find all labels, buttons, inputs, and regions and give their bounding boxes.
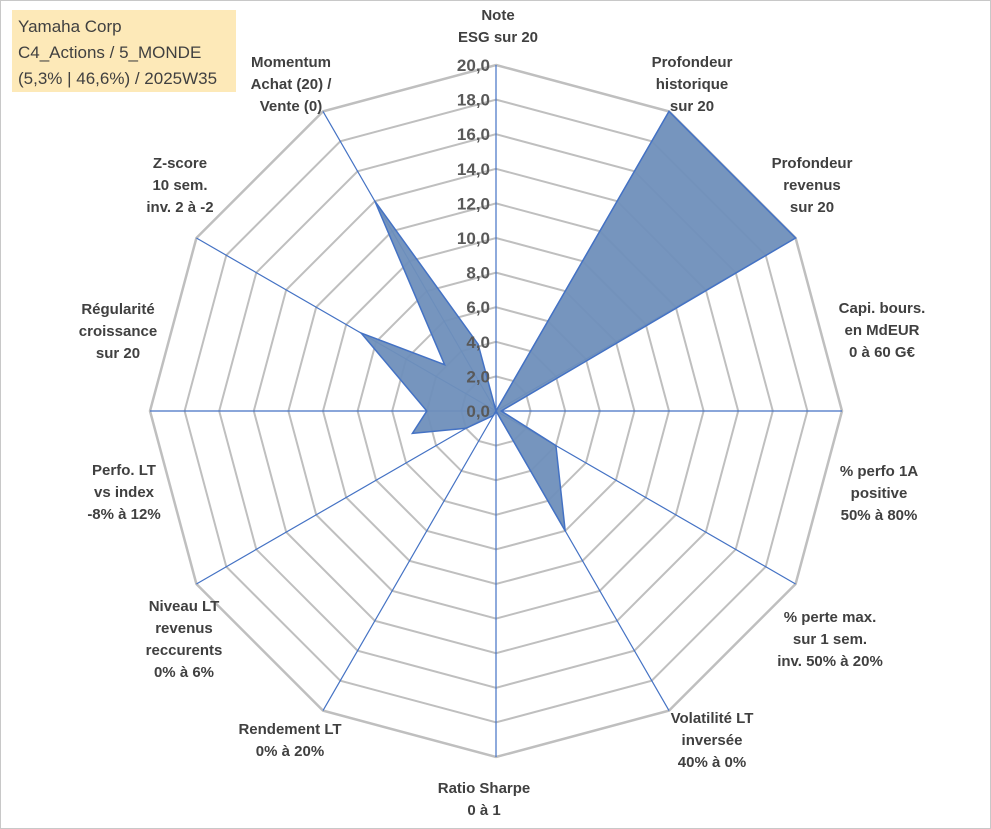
axis-label: Profondeur historique sur 20 xyxy=(652,54,733,115)
axis-label-line: % perfo 1A xyxy=(840,463,919,480)
axis-label-line: historique xyxy=(656,76,729,93)
axis-label-line: inv. 2 à -2 xyxy=(146,199,213,216)
tick-label: 14,0 xyxy=(457,160,490,179)
axis-label-line: positive xyxy=(851,485,908,502)
axis-label-line: sur 20 xyxy=(670,98,714,115)
axis-label-line: 0 à 60 G€ xyxy=(849,344,916,361)
tick-label: 10,0 xyxy=(457,229,490,248)
axis-label: Note ESG sur 20 xyxy=(458,7,538,46)
tick-label: 0,0 xyxy=(466,402,490,421)
axis-spoke xyxy=(322,410,497,711)
axis-label: Ratio Sharpe 0 à 1 xyxy=(438,780,531,819)
axis-label-line: inv. 50% à 20% xyxy=(777,653,883,670)
axis-label-line: Ratio Sharpe xyxy=(438,780,531,797)
axis-label-line: reccurents xyxy=(146,642,223,659)
axis-spoke xyxy=(196,410,497,585)
axis-label-line: ESG sur 20 xyxy=(458,29,538,46)
axis-label-line: Volatilité LT xyxy=(671,710,754,727)
axis-label-line: Achat (20) / xyxy=(251,76,333,93)
tick-label: 8,0 xyxy=(466,264,490,283)
axis-label: Momentum Achat (20) / Vente (0) xyxy=(251,54,333,115)
tick-label: 12,0 xyxy=(457,194,490,213)
info-category: C4_Actions / 5_MONDE xyxy=(18,43,202,62)
axis-label-line: 50% à 80% xyxy=(841,507,918,524)
axis-label: Capi. bours. en MdEUR 0 à 60 G€ xyxy=(839,300,926,361)
axis-label-line: Régularité xyxy=(81,301,154,318)
axis-label: Z-score 10 sem. inv. 2 à -2 xyxy=(146,155,213,216)
axis-label-line: sur 20 xyxy=(96,345,140,362)
axis-label-line: Z-score xyxy=(153,155,207,172)
data-series-area xyxy=(358,110,797,532)
axis-label-line: sur 20 xyxy=(790,199,834,216)
axis-label: Profondeur revenus sur 20 xyxy=(772,155,853,216)
axis-label-line: Note xyxy=(481,7,514,24)
axis-label-line: croissance xyxy=(79,323,157,340)
axis-label: Volatilité LT inversée 40% à 0% xyxy=(671,710,754,771)
info-box: Yamaha Corp C4_Actions / 5_MONDE (5,3% |… xyxy=(12,10,236,92)
tick-label: 2,0 xyxy=(466,367,490,386)
axis-label-line: Momentum xyxy=(251,54,331,71)
axis-label-line: Capi. bours. xyxy=(839,300,926,317)
axis-label-line: 40% à 0% xyxy=(678,754,746,771)
axis-label-line: Profondeur xyxy=(772,155,853,172)
tick-label: 6,0 xyxy=(466,298,490,317)
axis-label-line: en MdEUR xyxy=(845,322,920,339)
axis-label-line: revenus xyxy=(155,620,213,637)
axis-label: Niveau LT revenus reccurents 0% à 6% xyxy=(146,598,223,681)
axis-label-line: Rendement LT xyxy=(238,721,341,738)
axis-label-line: sur 1 sem. xyxy=(793,631,867,648)
tick-label: 20,0 xyxy=(457,56,490,75)
axis-label: % perte max. sur 1 sem. inv. 50% à 20% xyxy=(777,609,883,670)
axis-label: Perfo. LT vs index -8% à 12% xyxy=(87,462,160,523)
tick-label: 16,0 xyxy=(457,125,490,144)
tick-label: 4,0 xyxy=(466,333,490,352)
info-stats: (5,3% | 46,6%) / 2025W35 xyxy=(18,69,218,88)
axis-label-line: vs index xyxy=(94,484,155,501)
axis-label-line: -8% à 12% xyxy=(87,506,160,523)
axis-label-line: Niveau LT xyxy=(149,598,220,615)
axis-label: % perfo 1A positive 50% à 80% xyxy=(840,463,919,524)
axis-label-line: Perfo. LT xyxy=(92,462,156,479)
axis-label-line: 0% à 20% xyxy=(256,743,324,760)
axis-label: Régularité croissance sur 20 xyxy=(79,301,157,362)
axis-label-line: Vente (0) xyxy=(260,98,323,115)
info-company: Yamaha Corp xyxy=(18,17,122,36)
axis-label-line: % perte max. xyxy=(784,609,877,626)
axis-label-line: Profondeur xyxy=(652,54,733,71)
axis-label-line: revenus xyxy=(783,177,841,194)
axis-label-line: 0% à 6% xyxy=(154,664,214,681)
axis-label: Rendement LT 0% à 20% xyxy=(238,721,341,760)
tick-label: 18,0 xyxy=(457,91,490,110)
axis-label-line: 10 sem. xyxy=(152,177,207,194)
axis-label-line: 0 à 1 xyxy=(467,802,500,819)
axis-label-line: inversée xyxy=(682,732,743,749)
